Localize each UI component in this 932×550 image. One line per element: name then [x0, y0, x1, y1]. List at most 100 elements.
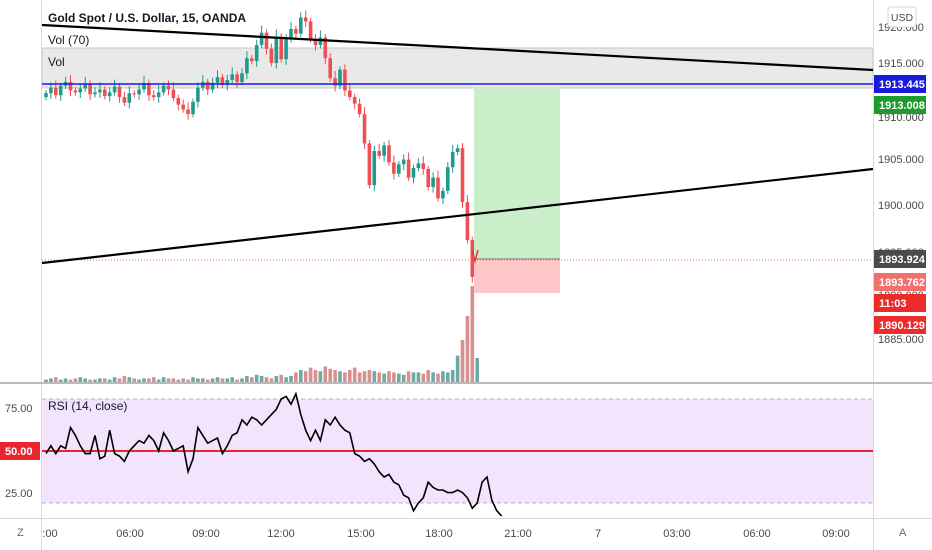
candle-body [362, 114, 367, 144]
candle-body [460, 148, 465, 203]
candle-body [343, 69, 347, 91]
candle-body [240, 73, 244, 82]
time-tick: 15:00 [347, 528, 375, 540]
volume-bar [421, 373, 426, 382]
volume-bar [49, 378, 53, 382]
volume-bar [166, 378, 171, 382]
currency-button[interactable] [887, 6, 917, 28]
price-labels: 1913.445 1913.008 1893.924 1893.762 11:03 189… [874, 75, 926, 334]
candle-body [367, 143, 372, 186]
volume-bar [416, 372, 421, 382]
volume-bar [382, 373, 386, 382]
rsi-tick: 75.00 [5, 403, 33, 415]
target-price-label: 1913.008 [874, 96, 926, 114]
candle-body [196, 87, 200, 102]
candle-body [431, 177, 435, 188]
volume-bar [372, 371, 377, 382]
candle-body [401, 159, 406, 165]
volume-bar [259, 376, 264, 382]
candle-body [254, 45, 259, 62]
candle-body [264, 32, 269, 49]
candle-body [152, 95, 156, 98]
position-stop-zone[interactable] [474, 259, 560, 293]
time-tick: 06:00 [743, 528, 771, 540]
candle-body [205, 81, 210, 90]
zoom-button[interactable]: Z [17, 527, 24, 539]
candle-body [161, 85, 166, 93]
lower-trendline[interactable] [41, 167, 874, 265]
volume-bar [98, 378, 102, 382]
volume-bar [470, 286, 475, 382]
volume-bar [328, 368, 332, 382]
candle-body [455, 148, 460, 152]
currency-button-label: USD [891, 12, 914, 24]
candle-body [58, 85, 63, 96]
candle-body [245, 58, 249, 74]
time-tick: 7 [595, 528, 601, 540]
volume-bar [235, 379, 239, 382]
volume-bar [73, 378, 78, 382]
candle-body [103, 89, 107, 97]
time-tick: 09:00 [192, 528, 220, 540]
candle-body [470, 240, 475, 277]
volume-bar [161, 377, 166, 382]
volume-bar [377, 372, 381, 382]
volume-bar [264, 377, 269, 382]
volume-bar [107, 379, 112, 382]
low-price-label: 1890.129 [874, 316, 926, 334]
volume-bar [171, 378, 176, 382]
volume-bar [411, 372, 416, 382]
svg-text:1913.445: 1913.445 [879, 79, 925, 91]
volume-bar [215, 377, 220, 382]
candle-body [426, 169, 430, 188]
main-pane[interactable]: Gold Spot / U.S. Dollar, 15, OANDA Vol (… [41, 10, 874, 382]
volume-bar [196, 378, 200, 382]
volume-bar [426, 370, 430, 382]
candle-body [117, 86, 122, 98]
candle-body [122, 97, 127, 103]
candle-body [44, 93, 48, 98]
price-tick-partial: 1910.000 [878, 112, 924, 124]
volume-bar [156, 379, 161, 382]
stop-price-label: 1893.762 [874, 273, 926, 291]
candle-body [387, 145, 391, 163]
current-price-label: 1893.924 [874, 250, 926, 268]
rsi-pane[interactable]: RSI (14, close) 75.00 25.00 50.00 [0, 391, 873, 517]
price-axis[interactable]: 1920.000 1915.000 1910.000 1905.000 1900… [874, 6, 926, 346]
candle-body [323, 37, 328, 59]
rsi-label: RSI (14, close) [48, 399, 127, 413]
candle-body [156, 92, 161, 98]
time-axis[interactable]: :00 06:00 09:00 12:00 15:00 18:00 21:00 7 03:00 0… [42, 528, 849, 540]
position-target-zone[interactable] [474, 87, 560, 259]
auto-scale-button[interactable]: A [899, 527, 907, 539]
candle-body [225, 80, 230, 85]
candle-body [328, 58, 332, 79]
volume-bar [279, 374, 283, 382]
volume-bar [299, 370, 303, 382]
volume-bar [333, 370, 337, 382]
candle-body [348, 90, 352, 98]
candle-body [284, 39, 288, 60]
volume-bar [176, 379, 181, 382]
upper-trendline[interactable] [41, 23, 874, 72]
volume-bar [450, 370, 455, 382]
candle-body [318, 37, 323, 46]
volume-bar [220, 378, 225, 382]
candle-body [377, 151, 381, 156]
candle-body [250, 58, 254, 62]
volume-bar [441, 371, 445, 382]
candle-body [446, 167, 450, 191]
volume-bar [318, 371, 323, 382]
candle-body [210, 82, 215, 90]
rsi-tick: 25.00 [5, 488, 33, 500]
volume-bar [240, 378, 244, 382]
volume-bar [250, 377, 254, 382]
time-tick: 21:00 [504, 528, 532, 540]
volume-bar [460, 340, 465, 382]
candle-body [186, 109, 190, 115]
time-tick: :00 [42, 528, 57, 540]
candle-body [333, 78, 337, 86]
candle-body [279, 36, 283, 60]
candle-body [382, 145, 386, 156]
volume-bar [362, 371, 367, 382]
